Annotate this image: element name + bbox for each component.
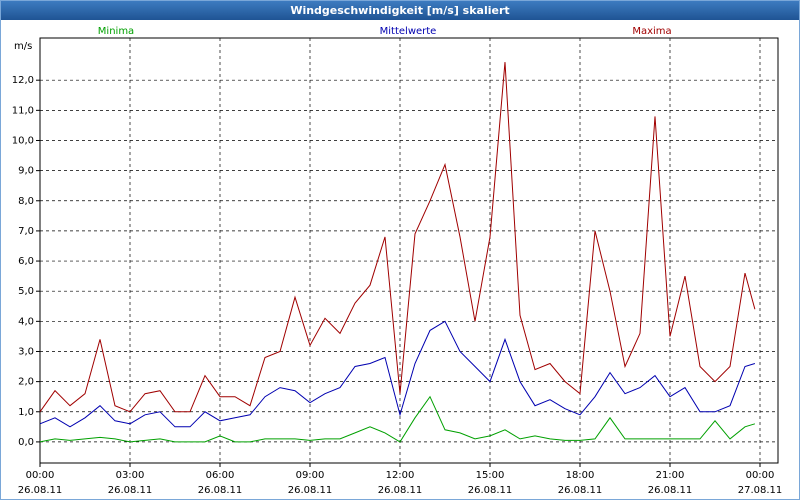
y-tick-label: 10,0 — [12, 135, 34, 146]
y-tick-label: 8,0 — [18, 196, 34, 207]
y-tick-label: 1,0 — [18, 407, 34, 418]
y-tick-label: 6,0 — [18, 256, 34, 267]
series-line — [39, 395, 756, 443]
x-tick-label: 00:00 — [746, 470, 775, 481]
x-tick-date: 26.08.11 — [18, 485, 63, 496]
y-tick-label: 7,0 — [18, 226, 34, 237]
series-line — [39, 62, 756, 413]
x-tick-label: 03:00 — [116, 470, 145, 481]
x-tick-label: 09:00 — [296, 470, 325, 481]
x-tick-label: 00:00 — [26, 470, 55, 481]
x-tick-date: 26.08.11 — [288, 485, 333, 496]
x-tick-date: 26.08.11 — [108, 485, 153, 496]
y-tick-label: 9,0 — [18, 166, 34, 177]
x-tick-date: 26.08.11 — [558, 485, 603, 496]
x-tick-date: 26.08.11 — [468, 485, 513, 496]
legend-label: Minima — [98, 26, 134, 37]
series-line — [39, 320, 756, 428]
y-tick-label: 11,0 — [12, 105, 34, 116]
y-tick-label: 4,0 — [18, 316, 34, 327]
x-tick-date: 26.08.11 — [648, 485, 693, 496]
x-tick-label: 12:00 — [386, 470, 415, 481]
y-tick-label: 5,0 — [18, 286, 34, 297]
chart-title: Windgeschwindigkeit [m/s] skaliert — [290, 4, 509, 17]
y-tick-label: 0,0 — [18, 437, 34, 448]
x-tick-label: 21:00 — [656, 470, 685, 481]
legend-label: Mittelwerte — [380, 26, 437, 37]
y-tick-label: 12,0 — [12, 75, 34, 86]
x-tick-label: 15:00 — [476, 470, 505, 481]
x-tick-label: 06:00 — [206, 470, 235, 481]
title-bar — [1, 1, 799, 20]
plot-area — [39, 37, 779, 464]
x-tick-label: 18:00 — [566, 470, 595, 481]
legend-label: Maxima — [632, 26, 671, 37]
y-tick-label: 2,0 — [18, 377, 34, 388]
x-tick-date: 27.08.11 — [738, 485, 783, 496]
y-axis-label: m/s — [14, 41, 32, 52]
x-tick-date: 26.08.11 — [198, 485, 243, 496]
y-tick-label: 3,0 — [18, 346, 34, 357]
x-tick-date: 26.08.11 — [378, 485, 423, 496]
